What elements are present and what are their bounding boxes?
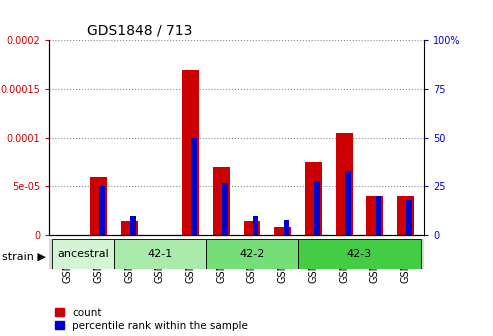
Text: 42-2: 42-2 — [239, 249, 265, 259]
Text: 42-1: 42-1 — [147, 249, 173, 259]
Bar — [345, 171, 351, 235]
Bar — [366, 196, 383, 235]
Bar — [114, 239, 206, 269]
Legend: count, percentile rank within the sample: count, percentile rank within the sample — [55, 308, 248, 331]
Bar — [52, 239, 114, 269]
Bar — [298, 239, 421, 269]
Bar — [244, 221, 260, 235]
Bar — [130, 216, 136, 235]
Bar — [49, 239, 424, 269]
Bar — [315, 181, 320, 235]
Bar — [376, 196, 381, 235]
Bar — [305, 162, 322, 235]
Text: strain ▶: strain ▶ — [2, 252, 46, 262]
Bar — [222, 182, 228, 235]
Bar — [206, 239, 298, 269]
Text: GDS1848 / 713: GDS1848 / 713 — [87, 24, 192, 38]
Bar — [100, 186, 105, 235]
Bar — [397, 196, 414, 235]
Bar — [191, 138, 197, 235]
Bar — [253, 216, 258, 235]
Text: ancestral: ancestral — [57, 249, 109, 259]
Text: 42-3: 42-3 — [347, 249, 372, 259]
Bar — [90, 177, 107, 235]
Bar — [121, 221, 138, 235]
Bar — [336, 133, 352, 235]
Bar — [274, 227, 291, 235]
Bar — [182, 70, 199, 235]
Bar — [213, 167, 230, 235]
Bar — [406, 200, 412, 235]
Bar — [283, 220, 289, 235]
